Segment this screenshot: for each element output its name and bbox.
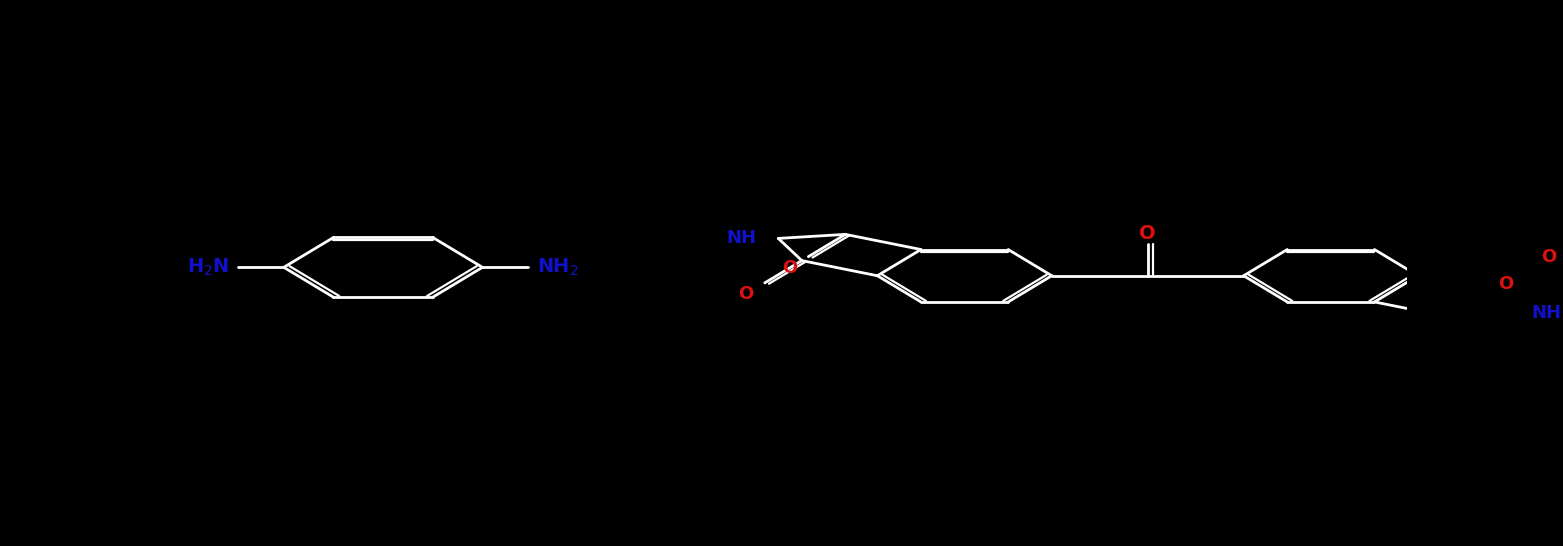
Text: O: O <box>1139 223 1157 242</box>
Text: O: O <box>1497 275 1513 293</box>
Text: O: O <box>739 285 753 303</box>
Text: O: O <box>782 259 797 277</box>
Text: NH: NH <box>1532 304 1561 322</box>
Text: NH$_2$: NH$_2$ <box>538 257 578 278</box>
Text: H$_2$N: H$_2$N <box>188 257 230 278</box>
Text: NH: NH <box>727 229 756 247</box>
Text: O: O <box>1541 248 1557 266</box>
